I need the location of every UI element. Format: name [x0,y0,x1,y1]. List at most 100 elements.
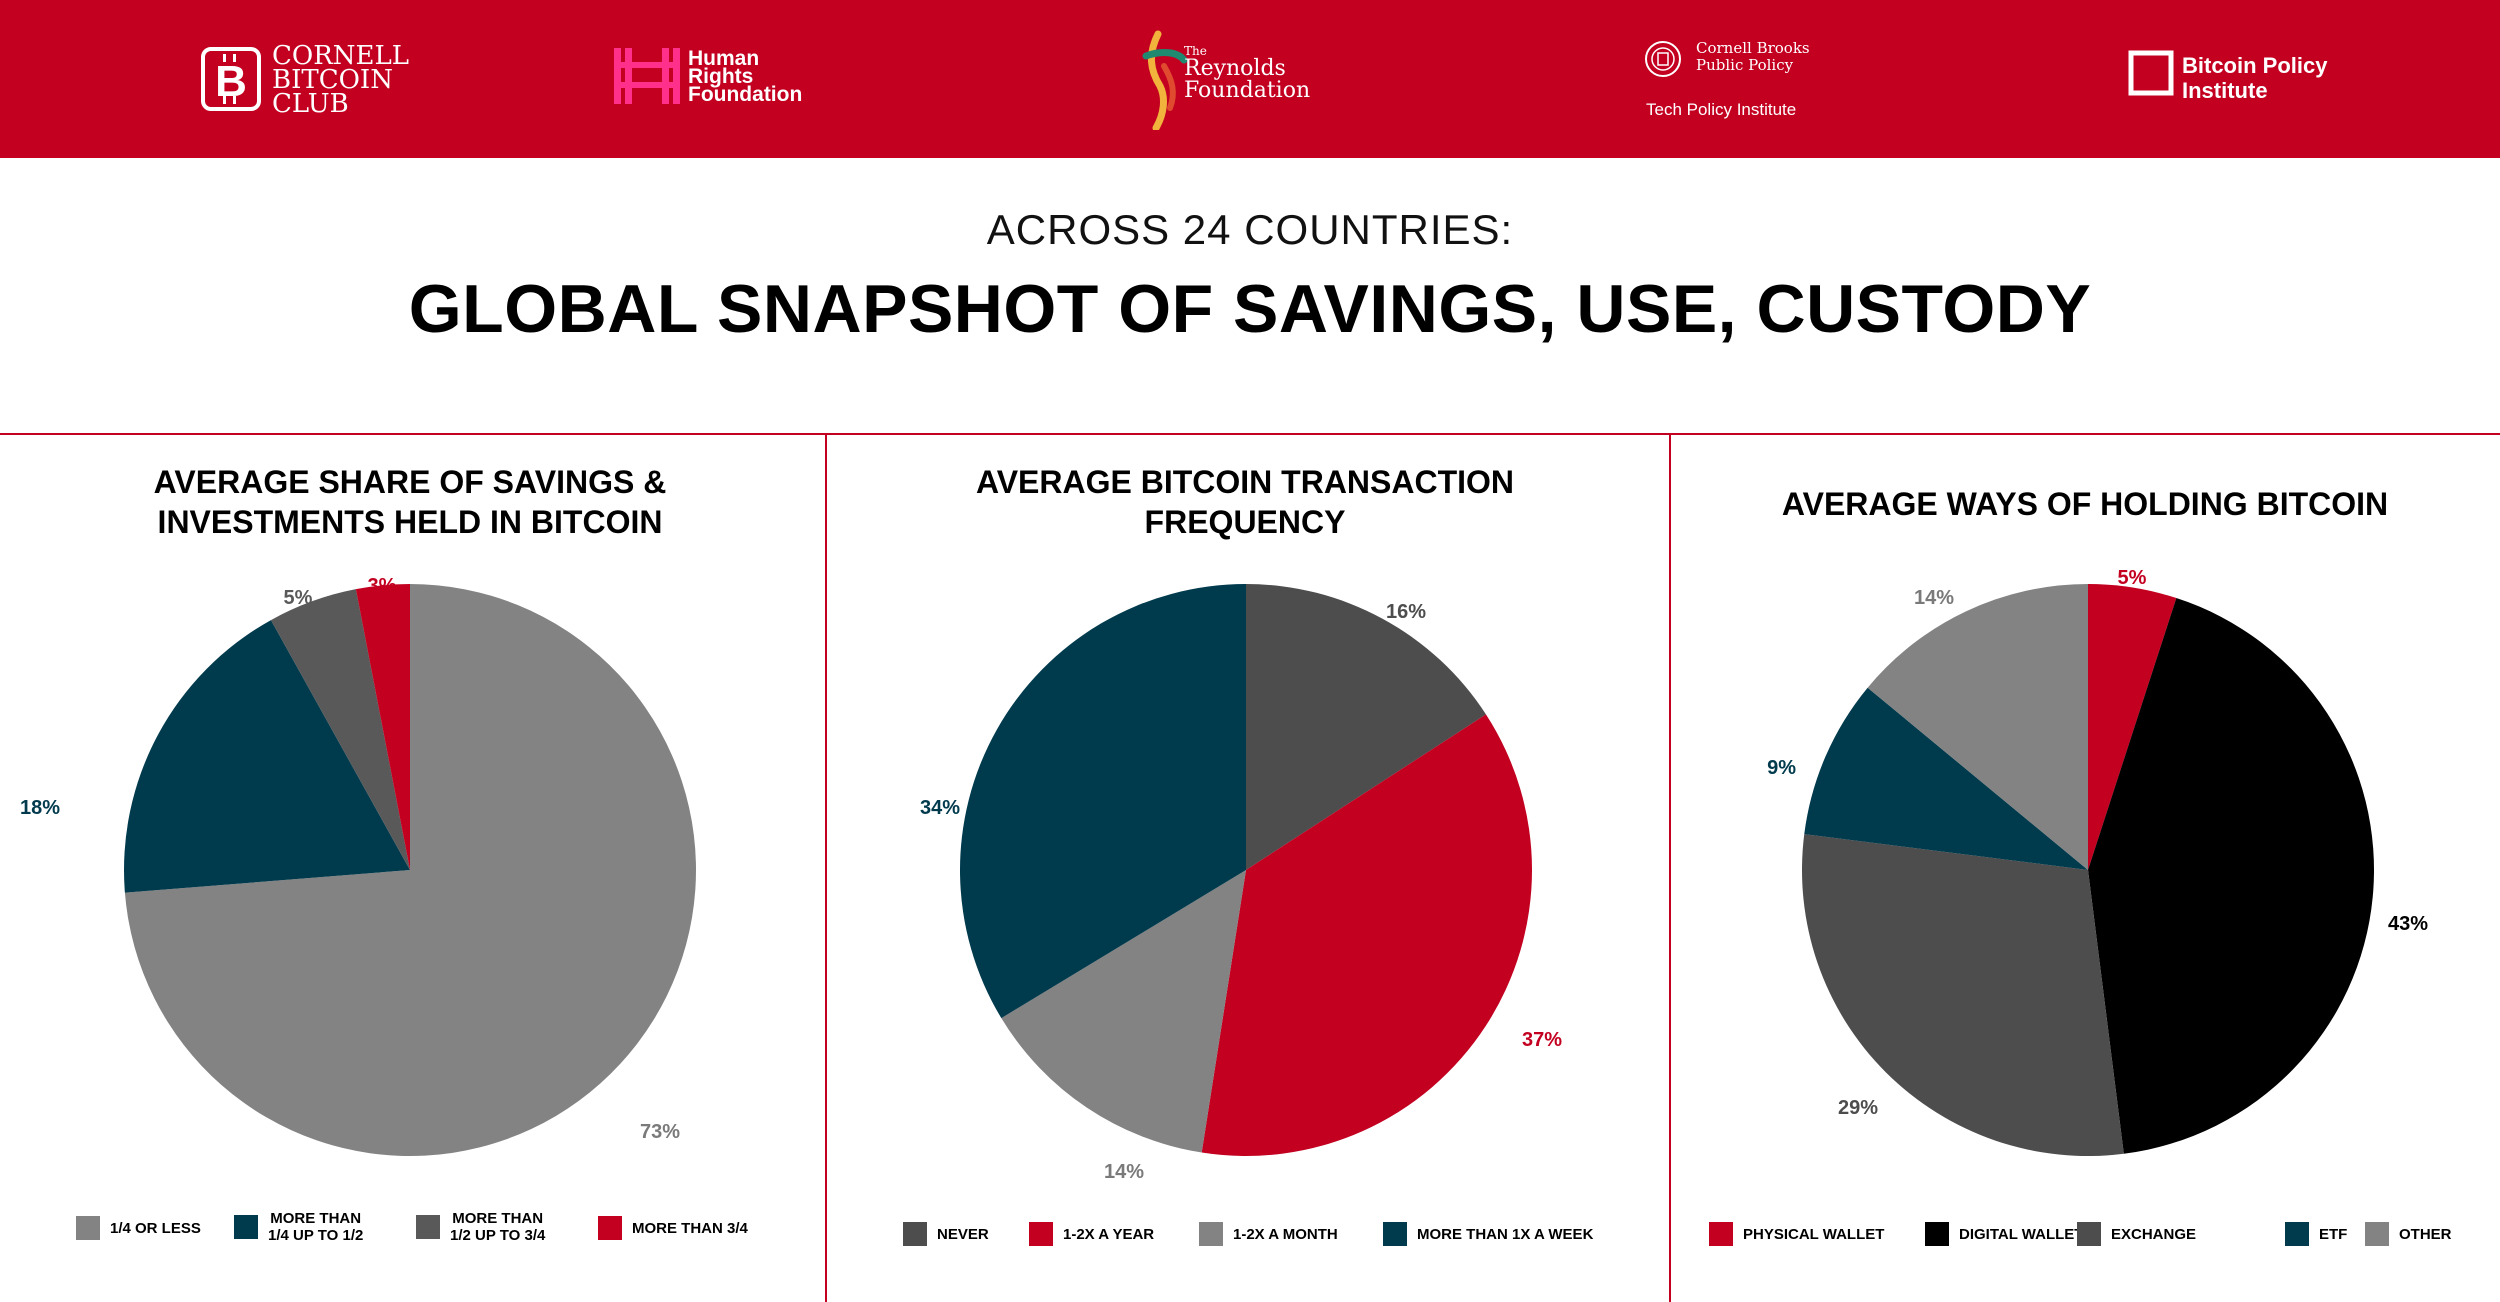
pie-chart-savings-share: 73% 18% 5% 3% [20,575,697,1156]
legend-swatch [2285,1222,2309,1246]
pie-chart-transaction-frequency: 16% 37% 14% 34% [920,584,1562,1183]
legend-swatch [2077,1222,2101,1246]
legend-label: NEVER [937,1226,989,1243]
pie-data-label: 16% [1386,601,1426,623]
legend-swatch [1029,1222,1053,1246]
square-frame-icon [2128,50,2174,96]
legend-swatch [903,1222,927,1246]
pie-slice-more-than-3-4 [355,584,410,870]
legend-label: MORE THAN 1/4 UP TO 1/2 [268,1210,363,1244]
legend-line: 1-2X A MONTH [1233,1225,1338,1243]
legend-swatch [1925,1222,1949,1246]
page-title: GLOBAL SNAPSHOT OF SAVINGS, USE, CUSTODY [408,271,2092,347]
legend-item: ETF [2285,1222,2347,1246]
legend-swatch [1709,1222,1733,1246]
legend-item: NEVER [903,1222,989,1246]
logo-line: Foundation [1184,78,1311,103]
chart-1-title: AVERAGE SHARE OF SAVINGS & INVESTMENTS H… [20,462,800,542]
logo-line: Bitcoin Policy [2182,53,2328,78]
chart-2-title: AVERAGE BITCOIN TRANSACTION FREQUENCY [845,462,1645,542]
pie-data-label: 37% [1522,1029,1562,1051]
logo-line: Public Policy [1696,56,1794,74]
legend-line: MORE THAN 3/4 [632,1219,748,1237]
reynolds-ribbon-icon [1142,30,1188,130]
cornell-seal-icon [1645,41,1681,77]
legend-item: OTHER [2365,1222,2452,1246]
chart-1-legend: 1/4 OR LESS MORE THAN 1/4 UP TO 1/2 MORE… [0,1200,820,1260]
panel-divider [825,435,827,1302]
logo-line: CORNELL [272,41,410,71]
pie-data-label: 5% [2118,567,2147,589]
logo-line: The [1184,44,1207,58]
legend-line: MORE THAN 1X A WEEK [1417,1225,1594,1243]
legend-line: 1/2 UP TO 3/4 [450,1227,546,1244]
logo-line: Human [688,47,760,70]
logo-line: Rights [688,65,754,88]
logo-line: Cornell Brooks [1696,39,1810,57]
legend-label: EXCHANGE [2111,1226,2196,1243]
chart-title-line: FREQUENCY [1144,504,1346,540]
pie-slice-1-4-or-less [124,584,697,1156]
pie-data-label: 34% [920,797,960,819]
chart-title-line: AVERAGE SHARE OF SAVINGS & [153,464,667,500]
pie-data-label: 14% [1914,587,1954,609]
legend-item: 1-2X A YEAR [1029,1222,1154,1246]
legend-label: DIGITAL WALLET [1959,1226,2083,1243]
legend-item: EXCHANGE [2077,1222,2196,1246]
legend-item: 1-2X A MONTH [1199,1222,1338,1246]
logo-line: Tech Policy Institute [1646,100,1797,119]
legend-label: OTHER [2399,1226,2452,1243]
legend-line: NEVER [937,1225,989,1243]
legend-item: MORE THAN 1/2 UP TO 3/4 [416,1210,545,1244]
legend-item: MORE THAN 1/4 UP TO 1/2 [234,1210,363,1244]
legend-item: DIGITAL WALLET [1925,1222,2083,1246]
legend-label: MORE THAN 3/4 [632,1220,748,1237]
pie-slice-1-2x-a-month [1001,870,1246,1153]
logo-line: Reynolds [1184,56,1286,81]
legend-line: MORE THAN [452,1210,544,1227]
pie-data-label: 43% [2388,913,2428,935]
logo-line: BITCOIN [272,65,393,95]
logo-human-rights-foundation: Human Rights Foundation [612,48,812,108]
pie-slice-never [1246,584,1486,870]
legend-label: 1-2X A MONTH [1233,1226,1338,1243]
pie-slice-more-than-1-2-up-to-3-4 [270,589,410,870]
legend-item: MORE THAN 1X A WEEK [1383,1222,1593,1246]
pie-slice-digital-wallet [2088,597,2374,1154]
section-divider [0,433,2500,435]
logo-cornell-bitcoin-club: B CORNELL BITCOIN CLUB [200,43,409,117]
legend-line: 1/4 OR LESS [110,1219,201,1237]
legend-label: ETF [2319,1226,2347,1243]
pie-data-label: 3% [368,575,397,597]
legend-swatch [416,1215,440,1239]
chart-title-line: INVESTMENTS HELD IN BITCOIN [157,504,663,540]
legend-swatch [598,1216,622,1240]
logo-reynolds-foundation: The Reynolds Foundation [1138,30,1310,130]
legend-line: MORE THAN [270,1210,362,1227]
pie-data-label: 29% [1838,1097,1878,1119]
legend-line: ETF [2319,1225,2348,1243]
legend-line: EXCHANGE [2111,1225,2197,1243]
chart-2-legend: NEVER 1-2X A YEAR 1-2X A MONTH MORE THAN… [835,1200,1665,1260]
svg-text:B: B [215,57,247,106]
logo-line: Institute [2182,78,2268,103]
pie-data-label: 18% [20,797,60,819]
legend-item: 1/4 OR LESS [76,1216,201,1240]
pie-slice-physical-wallet [2088,584,2177,870]
legend-line: 1/4 UP TO 1/2 [268,1227,364,1244]
legend-label: 1/4 OR LESS [110,1220,201,1237]
pie-slice-more-than-1x-a-week [960,584,1246,1019]
pie-slice-etf [1804,687,2088,870]
legend-line: OTHER [2399,1225,2452,1243]
legend-swatch [1383,1222,1407,1246]
header-banner: B CORNELL BITCOIN CLUB Human Rights Foun… [0,0,2500,158]
pie-slice-other [1867,584,2088,870]
pie-slice-more-than-1-4-up-to-1-2 [124,620,411,893]
pie-data-label: 9% [1767,757,1796,779]
pie-slice-exchange [1802,834,2124,1156]
logo-bitcoin-policy-institute: Bitcoin Policy Institute [2128,50,2348,103]
pie-data-label: 73% [640,1121,680,1143]
pie-slice-1-2x-a-year [1201,714,1532,1156]
logo-line: CLUB [272,89,349,119]
legend-label: PHYSICAL WALLET [1743,1226,1884,1243]
